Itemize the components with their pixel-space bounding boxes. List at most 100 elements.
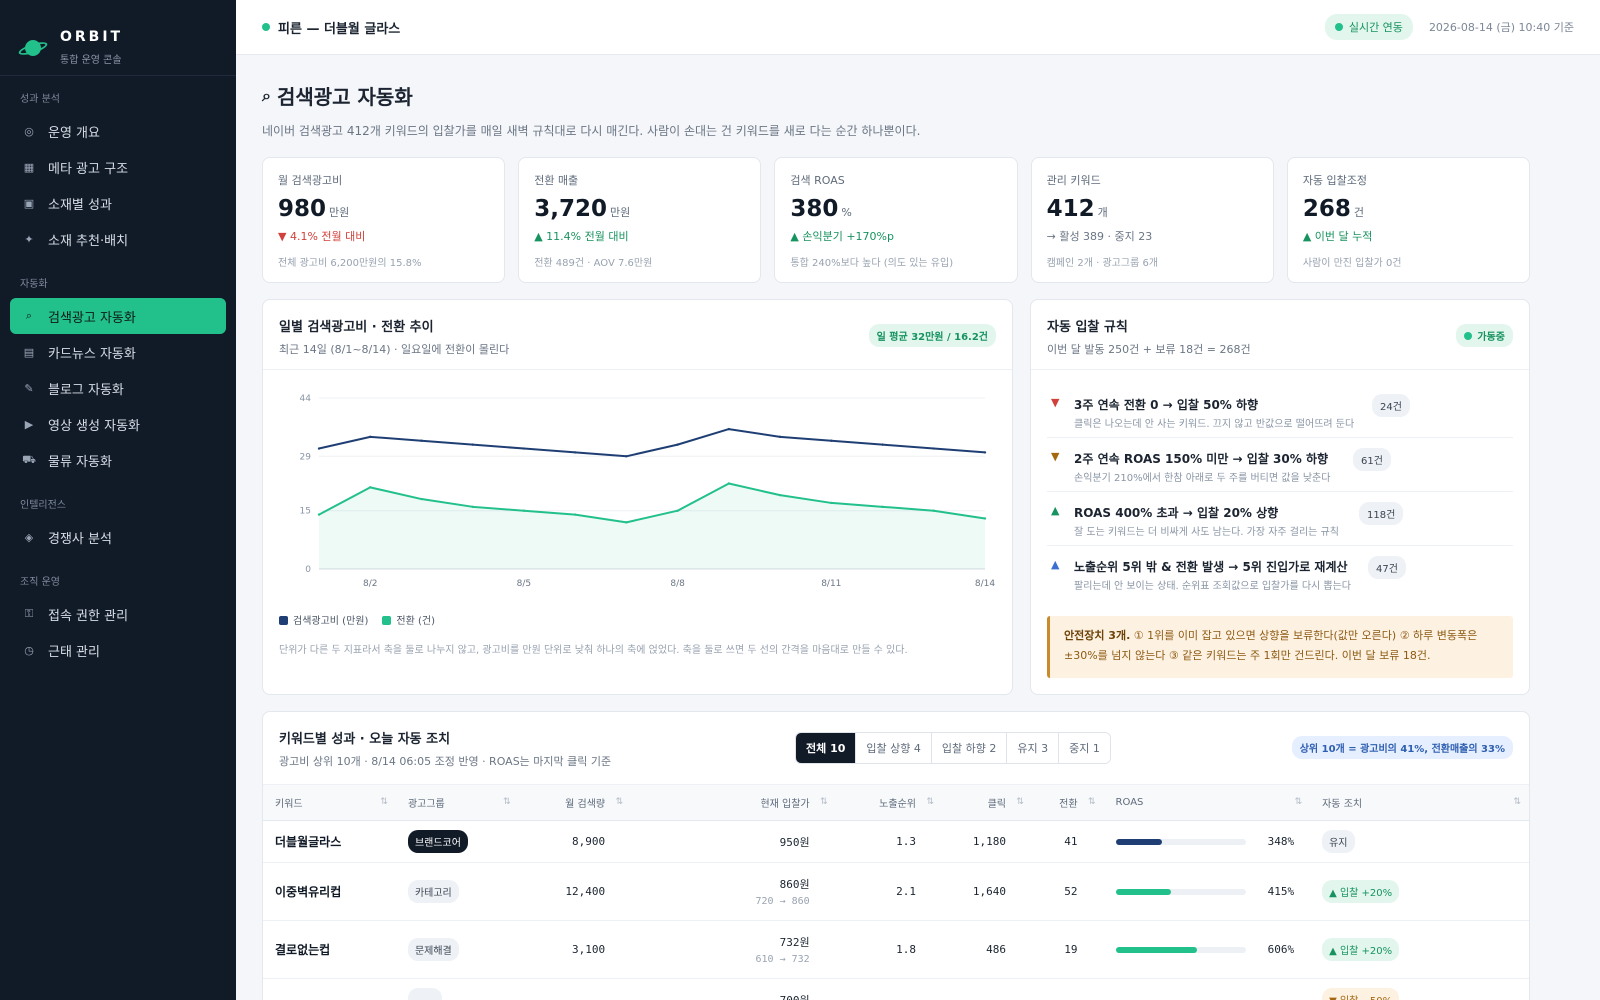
trend-title: 일별 검색광고비 · 전환 추이	[279, 320, 434, 335]
spend-line	[318, 428, 986, 458]
group-cell: 문제해결	[395, 920, 519, 979]
clicks-cell: 1,640	[941, 862, 1032, 921]
column-header[interactable]: 광고그룹 ⇅	[395, 784, 519, 821]
column-header[interactable]: 월 검색량 ⇅	[518, 784, 632, 821]
kpi-unit: 건	[1353, 206, 1364, 219]
roas-bar	[1115, 889, 1246, 895]
action-badge[interactable]: 유지	[1322, 830, 1355, 853]
rule-item[interactable]: ▼ 3주 연속 전환 0 → 입찰 50% 하향 클릭은 나오는데 안 사는 키워드…	[1047, 384, 1513, 438]
spend-point	[317, 447, 321, 450]
column-header[interactable]: 자동 조치 ⇅	[1310, 784, 1529, 821]
filter-tab[interactable]: 입찰 하향 2	[931, 733, 1008, 763]
legend-spend-label: 검색광고비 (만원)	[293, 616, 369, 627]
sidebar-item-creative[interactable]: ▣ 소재별 성과	[10, 185, 226, 221]
sidebar-item-search[interactable]: ⌕ 검색광고 자동화	[10, 298, 226, 334]
column-header[interactable]: 키워드 ⇅	[263, 784, 396, 821]
bid-cell: 732원 610 → 732	[631, 920, 836, 979]
table-row[interactable]: 이중벽유리컵 카테고리 12,400 860원 720 → 860 2.1 1,640 52 4…	[263, 862, 1529, 921]
rule-count-badge: 24건	[1372, 394, 1410, 417]
legend-conv[interactable]: 전환 (건)	[382, 612, 435, 627]
filter-tab[interactable]: 유지 3	[1007, 733, 1060, 763]
x-tick-label: 8/14	[975, 579, 995, 589]
kpi-note: 캠페인 2개 · 광고그룹 6개	[1046, 258, 1159, 269]
kpi-value: 3,720	[534, 196, 607, 222]
brand[interactable]: ORBIT 통합 운영 콘솔	[0, 0, 236, 76]
sidebar-item-sparkle[interactable]: ✦ 소재 추천·배치	[10, 221, 226, 257]
bid-value: 700원	[779, 993, 810, 1000]
rules-title: 자동 입찰 규칙	[1047, 320, 1128, 335]
volume-cell	[518, 978, 632, 1000]
y-tick-label: 44	[300, 394, 312, 404]
conv-cell: 41	[1031, 820, 1104, 863]
filter-tab[interactable]: 입찰 상향 4	[856, 733, 932, 763]
rules-list: ▼ 3주 연속 전환 0 → 입찰 50% 하향 클릭은 나오는데 안 사는 키워드…	[1031, 370, 1529, 600]
sidebar-item-pencil[interactable]: ✎ 블로그 자동화	[10, 370, 226, 406]
table-row[interactable]: 결로없는컵 문제해결 3,100 732원 610 → 732 1.8 486 19 606% ▲…	[263, 920, 1529, 979]
sidebar-item-truck[interactable]: ⛟ 물류 자동화	[10, 442, 226, 478]
roas-bar-fill	[1115, 839, 1163, 845]
sort-icon: ⇅	[926, 797, 934, 807]
action-badge[interactable]: ▼ 입찰 −50%	[1322, 988, 1400, 1000]
sidebar-item-key[interactable]: ⚿ 접속 권한 관리	[10, 596, 226, 632]
kpi-value: 980	[278, 196, 327, 222]
kpi-card: 검색 ROAS 380% ▲ 손익분기 +170%p 통합 240%보다 높다 (의도…	[774, 157, 1018, 283]
keyword-cell: 더블월글라스	[263, 820, 396, 863]
workspace-title[interactable]: 피른 — 더블월 글라스	[278, 21, 401, 37]
y-tick-label: 0	[305, 565, 311, 575]
kpi-unit: %	[841, 206, 852, 219]
sidebar-item-play[interactable]: ▶ 영상 생성 자동화	[10, 406, 226, 442]
legend-spend[interactable]: 검색광고비 (만원)	[279, 612, 368, 627]
column-header[interactable]: 클릭 ⇅	[941, 784, 1032, 821]
column-header-label: 키워드	[275, 799, 303, 810]
sidebar-item-label: 검색광고 자동화	[48, 310, 136, 326]
sidebar-item-label: 카드뉴스 자동화	[48, 346, 136, 362]
action-badge[interactable]: ▲ 입찰 +20%	[1322, 938, 1400, 961]
bid-value: 860원	[779, 878, 810, 891]
sidebar-item-cards[interactable]: ▤ 카드뉴스 자동화	[10, 334, 226, 370]
sidebar-item-target[interactable]: ◈ 경쟁사 분석	[10, 519, 226, 555]
roas-cell	[1103, 978, 1311, 1000]
roas-cell: 606%	[1103, 920, 1311, 979]
filter-tabs: 전체 10 입찰 상향 4 입찰 하향 2 유지 3 중지 1	[795, 732, 1111, 764]
kpi-card: 월 검색광고비 980 만원 ▼ 4.1% 전월 대비 전체 광고비 6,200만원의 …	[262, 157, 506, 283]
clicks-cell: 1,180	[941, 820, 1032, 863]
spend-point	[983, 451, 987, 454]
rule-count-badge: 47건	[1368, 556, 1406, 579]
bid-rules-card: 자동 입찰 규칙 이번 달 발동 250건 + 보류 18건 = 268건 가동…	[1030, 299, 1530, 695]
rule-item[interactable]: ▼ 2주 연속 ROAS 150% 미만 → 입찰 30% 하향 손익분기 210%…	[1047, 438, 1513, 492]
filter-tab[interactable]: 중지 1	[1059, 733, 1110, 763]
spend-point	[573, 451, 577, 454]
sidebar-item-structure[interactable]: ▦ 메타 광고 구조	[10, 149, 226, 185]
table-row[interactable]: 더블월글라스 브랜드코어 8,900 950원 1.3 1,180 41 348% 유지	[263, 820, 1529, 863]
sidebar-nav: 성과 분석 ◎ 운영 개요 ▦ 메타 광고 구조 ▣ 소재별 성과 ✦ 소재 추천·배치 자동화 ⌕…	[0, 90, 236, 668]
live-dot-icon	[1334, 23, 1343, 31]
column-header-label: 전환	[1059, 799, 1078, 810]
filter-tab[interactable]: 전체 10	[796, 733, 857, 763]
column-header[interactable]: 현재 입찰가 ⇅	[631, 784, 836, 821]
column-header[interactable]: 전환 ⇅	[1031, 784, 1104, 821]
key-icon: ⚿	[24, 607, 34, 620]
kpi-value-row: 980 만원	[278, 196, 489, 222]
column-header[interactable]: 노출순위 ⇅	[835, 784, 942, 821]
sort-icon: ⇅	[380, 797, 388, 807]
action-badge[interactable]: ▲ 입찰 +20%	[1322, 880, 1400, 903]
rule-item[interactable]: ▲ ROAS 400% 초과 → 입찰 20% 상향 잘 도는 키워드는 더 비싸게…	[1047, 492, 1513, 546]
legend-conv-label: 전환 (건)	[396, 616, 435, 627]
roas-bar-fill	[1115, 947, 1197, 953]
sort-icon: ⇅	[503, 797, 511, 807]
table-row[interactable]: 700원 ▼ 입찰 −50%	[263, 978, 1529, 1000]
sidebar-item-dashboard[interactable]: ◎ 운영 개요	[10, 113, 226, 149]
conversion-point	[932, 509, 935, 512]
column-header[interactable]: ROAS ⇅	[1103, 784, 1311, 821]
sidebar-item-label: 물류 자동화	[48, 454, 112, 470]
column-header-label: 광고그룹	[407, 799, 445, 810]
kpi-delta: ▲ 손익분기 +170%p	[790, 230, 894, 243]
orbit-logo-icon	[17, 33, 49, 63]
sort-icon: ⇅	[1088, 797, 1096, 807]
kpi-value: 268	[1302, 196, 1351, 222]
sidebar-item-clock[interactable]: ◷ 근태 관리	[10, 632, 226, 668]
top10-summary-badge: 상위 10개 = 광고비의 41%, 전환매출의 33%	[1291, 736, 1513, 759]
sort-icon: ⇅	[1294, 797, 1303, 807]
rule-item[interactable]: ▲ 노출순위 5위 밖 & 전환 발생 → 5위 진입가로 재계산 팔리는데 안 보…	[1047, 546, 1513, 600]
rule-description: 팔리는데 안 보이는 상태. 순위표 조회값으로 입찰가를 다시 뽑는다	[1074, 581, 1352, 592]
